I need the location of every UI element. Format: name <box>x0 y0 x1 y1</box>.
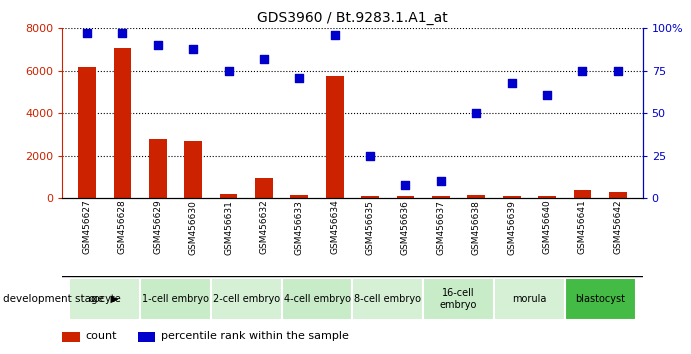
Bar <box>184 141 202 198</box>
Point <box>542 92 553 97</box>
Bar <box>609 192 627 198</box>
Bar <box>290 195 308 198</box>
Bar <box>211 278 282 320</box>
Bar <box>255 178 273 198</box>
Point <box>612 68 623 74</box>
Point <box>188 46 199 52</box>
Text: 1-cell embryo: 1-cell embryo <box>142 294 209 304</box>
Bar <box>423 278 494 320</box>
Text: 8-cell embryo: 8-cell embryo <box>354 294 422 304</box>
Bar <box>494 278 565 320</box>
Point <box>258 56 269 62</box>
Point <box>329 32 340 38</box>
Text: blastocyst: blastocyst <box>575 294 625 304</box>
Text: development stage  ▶: development stage ▶ <box>3 294 119 304</box>
Text: oocyte: oocyte <box>88 294 121 304</box>
Point <box>152 42 163 48</box>
Text: count: count <box>86 331 117 341</box>
Point <box>223 68 234 74</box>
Bar <box>574 190 591 198</box>
Bar <box>352 278 423 320</box>
Point <box>506 80 517 86</box>
Bar <box>113 48 131 198</box>
Text: 16-cell
embryo: 16-cell embryo <box>440 288 477 310</box>
Point <box>471 110 482 116</box>
Bar <box>140 278 211 320</box>
Point <box>365 153 376 159</box>
Bar <box>69 278 140 320</box>
Text: percentile rank within the sample: percentile rank within the sample <box>161 331 349 341</box>
Bar <box>361 196 379 198</box>
Bar <box>397 196 415 198</box>
Point <box>435 178 446 184</box>
Bar <box>565 278 636 320</box>
Bar <box>138 332 155 342</box>
Point <box>577 68 588 74</box>
Bar <box>467 195 485 198</box>
Text: 4-cell embryo: 4-cell embryo <box>283 294 350 304</box>
Bar <box>78 67 96 198</box>
Bar <box>282 278 352 320</box>
Text: 2-cell embryo: 2-cell embryo <box>213 294 280 304</box>
Bar <box>149 139 167 198</box>
Bar <box>538 196 556 198</box>
Bar <box>326 76 343 198</box>
Bar <box>62 332 79 342</box>
Bar <box>220 194 238 198</box>
Point <box>117 30 128 36</box>
Point <box>82 30 93 36</box>
Bar <box>503 196 520 198</box>
Title: GDS3960 / Bt.9283.1.A1_at: GDS3960 / Bt.9283.1.A1_at <box>257 11 448 24</box>
Text: morula: morula <box>512 294 547 304</box>
Point <box>400 182 411 188</box>
Bar <box>432 196 450 198</box>
Point <box>294 75 305 80</box>
